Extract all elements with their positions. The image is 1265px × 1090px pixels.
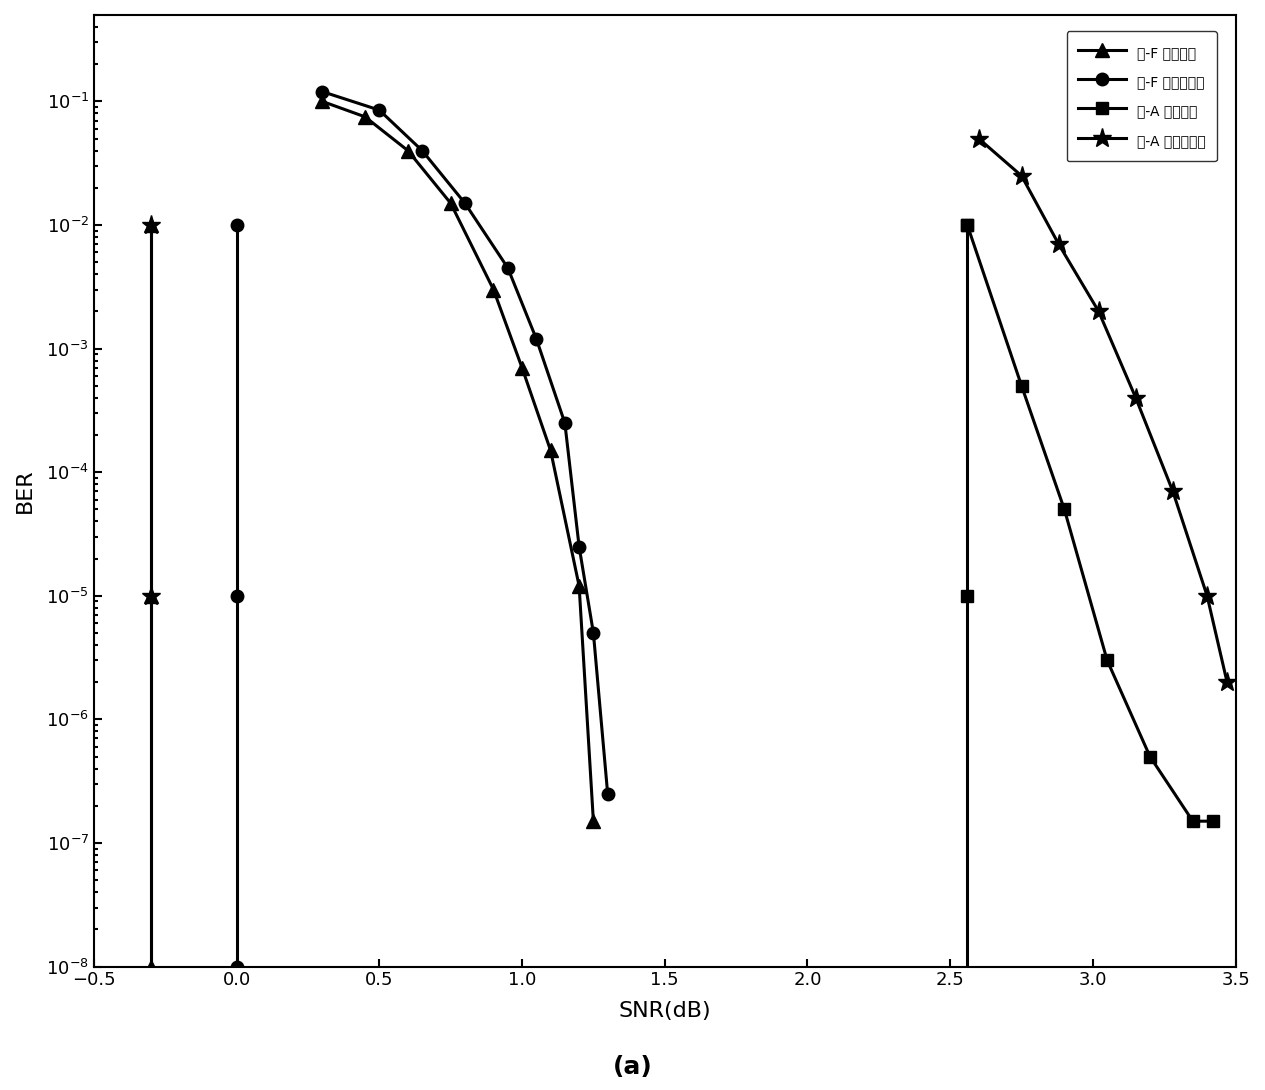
码-A （中继） [1056,502,1071,516]
码-F （中继） [315,95,330,108]
码-A （中继） [1015,379,1030,392]
Text: (a): (a) [612,1055,653,1079]
码-A （目的端） [1165,485,1180,498]
码-A （中继） [1142,750,1157,763]
Y-axis label: BER: BER [15,469,35,513]
码-F （中继） [543,444,558,457]
码-A （目的端） [1199,590,1214,603]
X-axis label: SNR(dB): SNR(dB) [619,1001,711,1020]
码-A （中继） [960,218,975,231]
码-F （目的端） [458,196,473,209]
码-A （目的端） [1219,676,1235,689]
Line: 码-A （目的端）: 码-A （目的端） [969,129,1237,692]
码-F （中继） [358,110,373,123]
码-A （中继） [1185,814,1200,827]
码-F （目的端） [372,104,387,117]
码-F （中继） [586,814,601,827]
码-A （中继） [1099,654,1114,667]
Line: 码-A （中继）: 码-A （中继） [961,219,1219,827]
码-F （中继） [486,283,501,296]
Line: 码-F （中继）: 码-F （中继） [315,95,601,828]
码-F （中继） [400,144,415,157]
码-F （中继） [443,196,458,209]
码-A （目的端） [1128,391,1144,404]
Legend: 码-F （中继）, 码-F （目的端）, 码-A （中继）, 码-A （目的端）: 码-F （中继）, 码-F （目的端）, 码-A （中继）, 码-A （目的端） [1066,32,1217,161]
码-A （中继） [1206,814,1221,827]
码-F （目的端） [315,85,330,98]
码-A （目的端） [1051,238,1066,251]
码-F （目的端） [500,262,515,275]
码-F （中继） [515,361,530,374]
码-F （目的端） [600,787,615,800]
码-F （目的端） [415,144,430,157]
码-A （目的端） [1090,305,1106,318]
码-F （目的端） [558,416,573,429]
码-F （目的端） [529,332,544,346]
码-F （目的端） [572,540,587,553]
码-F （目的端） [586,627,601,640]
码-A （目的端） [1015,169,1030,182]
Line: 码-F （目的端）: 码-F （目的端） [316,85,614,800]
码-A （目的端） [972,132,987,145]
码-F （中继） [572,580,587,593]
